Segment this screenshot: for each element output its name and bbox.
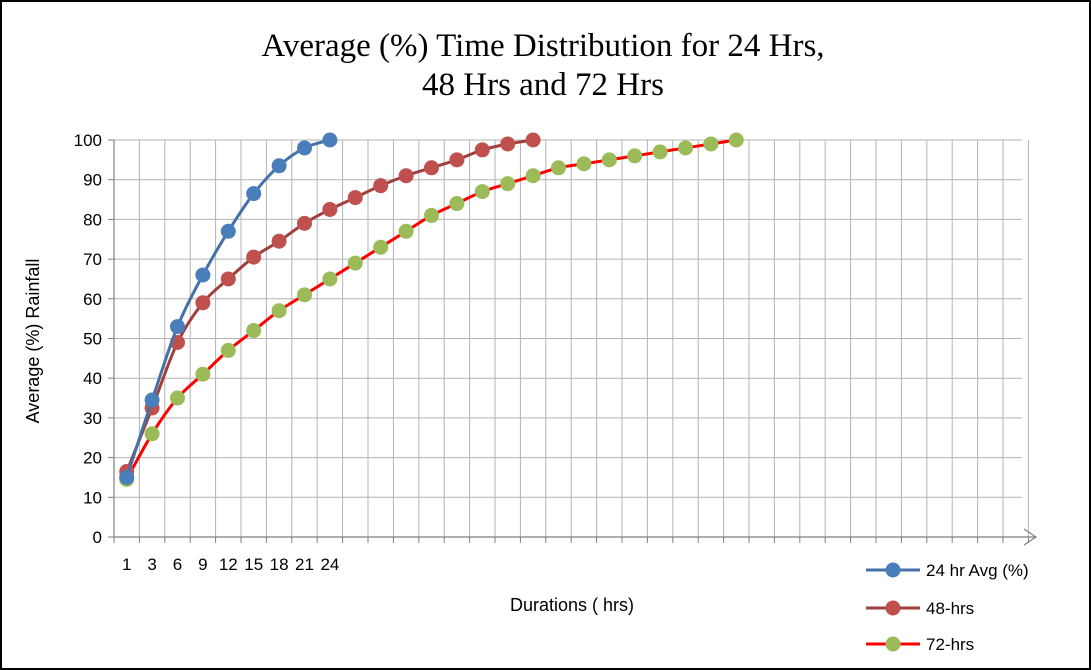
axes [108, 139, 1038, 546]
data-point [170, 390, 185, 406]
data-point [373, 178, 389, 194]
x-tick-label: 24 [320, 555, 339, 574]
data-point [424, 207, 439, 223]
data-point [347, 190, 363, 206]
legend-item: 48-hrs [866, 599, 974, 618]
data-point [449, 196, 465, 212]
data-point [144, 426, 160, 442]
data-point [271, 303, 287, 319]
y-tick-label: 10 [83, 488, 102, 507]
data-point [322, 271, 338, 287]
data-point [297, 287, 312, 303]
x-tick-label: 18 [270, 555, 289, 574]
data-point [576, 156, 592, 172]
x-tick-label: 6 [173, 555, 182, 574]
data-point [500, 136, 516, 152]
x-tick-label: 9 [198, 555, 207, 574]
data-point [347, 255, 363, 271]
data-point [170, 319, 185, 335]
chart-title-line-2: 48 Hrs and 72 Hrs [422, 67, 664, 103]
x-tick-label: 12 [219, 555, 238, 574]
data-point [144, 392, 160, 408]
data-point [220, 271, 236, 287]
legend-marker [885, 600, 901, 616]
legend-marker [885, 562, 901, 578]
data-point [119, 469, 135, 485]
x-axis-label: Durations ( hrs) [510, 595, 634, 615]
data-point [195, 267, 211, 283]
x-tick-label: 15 [244, 555, 263, 574]
y-tick-label: 0 [93, 528, 102, 547]
y-tick-labels: 0 10 20 30 40 50 60 70 80 90 100 [74, 131, 102, 547]
data-point [525, 132, 541, 148]
legend-marker [885, 636, 901, 652]
y-tick-label: 50 [83, 330, 102, 349]
data-point [373, 239, 389, 255]
data-point [398, 168, 414, 184]
chart-title-line-1: Average (%) Time Distribution for 24 Hrs… [261, 28, 824, 64]
data-point [474, 142, 490, 158]
series-1 [119, 132, 541, 479]
data-point [424, 160, 439, 176]
data-point [271, 158, 287, 174]
legend-label: 72-hrs [926, 635, 974, 654]
data-point [398, 223, 414, 239]
data-point [474, 184, 490, 200]
series-0 [119, 132, 338, 485]
data-point [678, 140, 693, 156]
data-point [449, 152, 465, 168]
legend-item: 24 hr Avg (%) [866, 561, 1029, 580]
data-point [525, 168, 541, 184]
data-point [322, 132, 338, 148]
y-tick-label: 90 [83, 171, 102, 190]
data-point [703, 136, 719, 152]
legend: 24 hr Avg (%) 48-hrs 72-hrs [866, 561, 1029, 654]
x-tick-label: 3 [147, 555, 156, 574]
x-tick-label: 1 [122, 555, 131, 574]
data-point [297, 140, 312, 156]
y-tick-label: 40 [83, 369, 102, 388]
data-point [297, 215, 312, 231]
y-tick-label: 20 [83, 449, 102, 468]
legend-item: 72-hrs [866, 635, 974, 654]
data-point [246, 249, 262, 265]
series [119, 132, 744, 487]
data-point [220, 342, 236, 358]
data-point [246, 186, 262, 202]
y-tick-label: 60 [83, 290, 102, 309]
data-point [627, 148, 643, 164]
data-point [322, 201, 338, 217]
x-tick-label: 21 [295, 555, 314, 574]
y-tick-label: 70 [83, 250, 102, 269]
legend-label: 48-hrs [926, 599, 974, 618]
y-tick-label: 30 [83, 409, 102, 428]
y-axis-label: Average (%) Rainfall [23, 259, 43, 424]
data-point [601, 152, 617, 168]
series-line [125, 138, 737, 481]
data-point [551, 160, 566, 176]
data-point [652, 144, 668, 160]
y-tick-label: 80 [83, 210, 102, 229]
grid [114, 139, 1029, 537]
data-point [195, 295, 211, 311]
x-axis-arrow [1023, 528, 1038, 546]
data-point [728, 132, 744, 148]
data-point [271, 233, 287, 249]
legend-label: 24 hr Avg (%) [926, 561, 1029, 580]
series-2 [119, 132, 744, 487]
data-point [500, 176, 516, 192]
data-point [220, 223, 236, 239]
y-tick-label: 100 [74, 131, 102, 150]
data-point [195, 366, 211, 382]
data-point [246, 323, 262, 339]
x-tick-labels: 1 3 6 9 12 15 18 21 24 [122, 555, 339, 574]
